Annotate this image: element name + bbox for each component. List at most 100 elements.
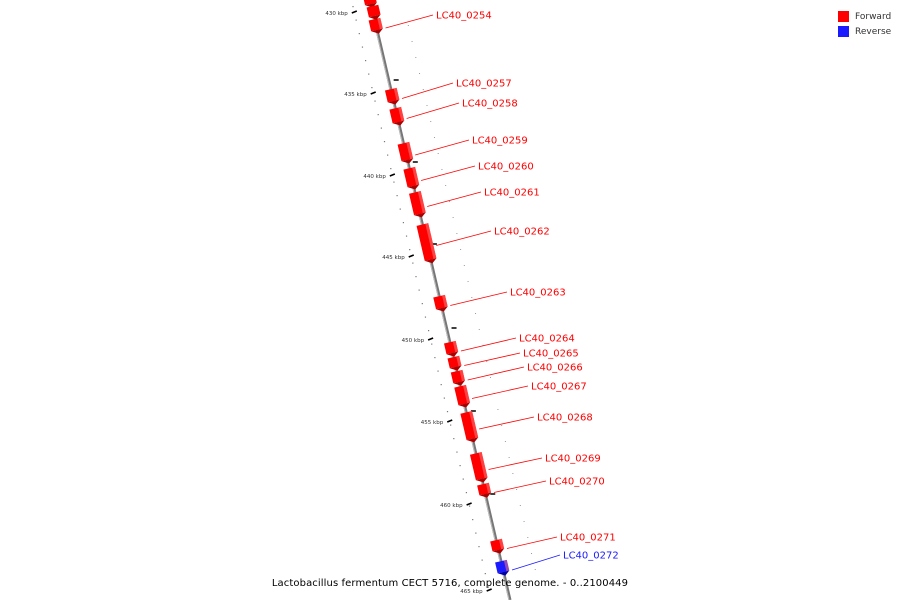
- scale-dot: [377, 114, 379, 116]
- outer-dot: [430, 121, 432, 122]
- gene-body: [416, 223, 437, 261]
- label-leader: [450, 291, 508, 306]
- tick-label: 440 kbp: [363, 174, 386, 180]
- gene-label[interactable]: LC40_0266: [527, 363, 583, 374]
- gene-highlight: [425, 223, 437, 259]
- tick-mark: [408, 254, 415, 258]
- gene-highlight: [417, 190, 426, 214]
- gene-label[interactable]: LC40_0270: [549, 477, 605, 488]
- gene-label[interactable]: LC40_0254: [436, 11, 492, 22]
- gene-feature[interactable]: [450, 369, 466, 387]
- gene-feature[interactable]: [490, 538, 505, 555]
- gene-label[interactable]: LC40_0265: [523, 349, 579, 360]
- gene-label[interactable]: LC40_0267: [531, 382, 587, 393]
- gene-feature[interactable]: [460, 411, 479, 444]
- gene-arrowhead: [446, 351, 459, 357]
- outer-dot: [531, 553, 533, 554]
- tick-mark: [466, 502, 472, 506]
- gene-arrowhead: [458, 402, 471, 408]
- label-leader: [493, 480, 547, 493]
- tick-label: 465 kbp: [460, 589, 483, 595]
- gene-label[interactable]: LC40_0262: [494, 227, 550, 238]
- gene-feature[interactable]: [495, 559, 510, 577]
- scale-dot: [380, 127, 382, 129]
- gene-body: [362, 0, 377, 6]
- outer-dot: [534, 569, 536, 570]
- scale-dot: [475, 532, 477, 534]
- scale-dot: [352, 6, 354, 8]
- outer-dot: [422, 89, 424, 90]
- gene-label[interactable]: LC40_0272: [563, 551, 619, 562]
- scale-dot: [424, 316, 427, 318]
- gene-label[interactable]: LC40_0271: [560, 533, 616, 544]
- outer-dot: [489, 377, 491, 378]
- inner-ticks: [393, 79, 496, 495]
- gene-label[interactable]: LC40_0263: [510, 288, 566, 299]
- gene-arrowhead: [368, 14, 381, 20]
- gene-label[interactable]: LC40_0261: [484, 188, 540, 199]
- gene-label[interactable]: LC40_0268: [537, 413, 593, 424]
- outer-dot: [501, 425, 503, 426]
- gene-arrowhead: [497, 570, 510, 576]
- scale-dot: [390, 168, 392, 170]
- gene-feature[interactable]: [409, 190, 427, 219]
- scale-dot: [358, 33, 360, 35]
- scale-dot: [396, 195, 398, 197]
- gene-feature[interactable]: [443, 340, 459, 358]
- gene-label[interactable]: LC40_0259: [472, 136, 528, 147]
- gene-feature[interactable]: [469, 452, 489, 484]
- scale-dot: [355, 19, 357, 21]
- outer-dot: [411, 41, 413, 42]
- gene-feature[interactable]: [397, 141, 414, 165]
- gene-feature[interactable]: [433, 294, 448, 313]
- gene-label[interactable]: LC40_0257: [456, 79, 512, 90]
- gene-highlight: [412, 166, 420, 186]
- gene-arrowhead: [435, 306, 448, 312]
- gene-feature[interactable]: [416, 223, 438, 265]
- scale-dot: [374, 100, 376, 102]
- tick-label: 435 kbp: [344, 92, 367, 98]
- scale-dot: [361, 46, 364, 48]
- outer-dot: [478, 329, 480, 330]
- gene-label[interactable]: LC40_0269: [545, 454, 601, 465]
- gene-label[interactable]: LC40_0260: [478, 162, 534, 173]
- outer-dot: [415, 57, 417, 58]
- scale-dot: [405, 235, 408, 237]
- scale-dot: [399, 208, 401, 210]
- outer-dot: [519, 505, 521, 506]
- outer-dot: [523, 521, 525, 522]
- gene-feature[interactable]: [368, 17, 384, 35]
- gene-label[interactable]: LC40_0264: [519, 334, 575, 345]
- outer-dot: [516, 489, 518, 490]
- gene-feature-partial[interactable]: [366, 4, 382, 21]
- gene-feature-partial[interactable]: [362, 0, 378, 9]
- tick-mark: [427, 337, 434, 341]
- scale-dot: [487, 586, 490, 588]
- gene-arrowhead: [424, 258, 437, 264]
- gene-feature[interactable]: [477, 482, 492, 499]
- gene-feature[interactable]: [447, 355, 462, 372]
- reverse-swatch: [838, 26, 849, 37]
- gene-feature[interactable]: [389, 106, 405, 127]
- label-leader: [488, 457, 543, 470]
- gene-highlight: [406, 141, 414, 160]
- gene-feature[interactable]: [403, 166, 420, 191]
- legend: Forward Reverse: [838, 9, 891, 39]
- gene-highlight: [478, 452, 488, 479]
- gene-feature[interactable]: [454, 384, 471, 409]
- gene-feature[interactable]: [384, 87, 400, 106]
- gene-arrowhead: [414, 212, 426, 218]
- gene-arrowhead: [449, 365, 462, 371]
- gene-highlight: [393, 87, 400, 101]
- gene-highlight: [377, 17, 383, 30]
- gene-label[interactable]: LC40_0258: [462, 99, 518, 110]
- scale-dot: [418, 289, 420, 291]
- gene-arrowhead: [365, 2, 377, 8]
- outer-dot: [486, 361, 488, 362]
- label-leader: [436, 230, 492, 246]
- outer-dot: [460, 249, 462, 250]
- outer-dot: [441, 169, 443, 170]
- outer-dot: [497, 409, 499, 410]
- label-leader: [427, 191, 482, 207]
